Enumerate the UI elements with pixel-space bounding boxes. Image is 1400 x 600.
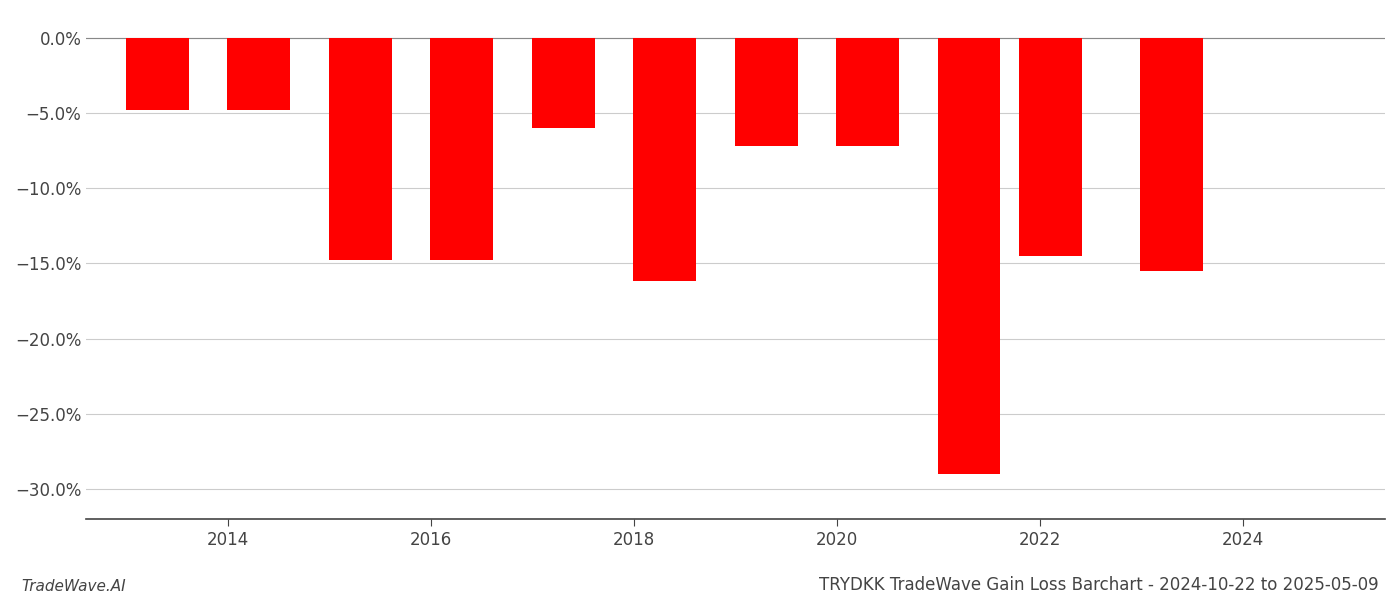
Bar: [126, 38, 189, 110]
Bar: [1141, 38, 1204, 271]
Bar: [938, 38, 1001, 474]
Bar: [532, 38, 595, 128]
Bar: [633, 38, 696, 281]
Bar: [329, 38, 392, 260]
Text: TRYDKK TradeWave Gain Loss Barchart - 2024-10-22 to 2025-05-09: TRYDKK TradeWave Gain Loss Barchart - 20…: [819, 576, 1379, 594]
Bar: [836, 38, 899, 146]
Bar: [430, 38, 493, 260]
Bar: [227, 38, 290, 110]
Text: TradeWave.AI: TradeWave.AI: [21, 579, 126, 594]
Bar: [735, 38, 798, 146]
Bar: [1019, 38, 1082, 256]
